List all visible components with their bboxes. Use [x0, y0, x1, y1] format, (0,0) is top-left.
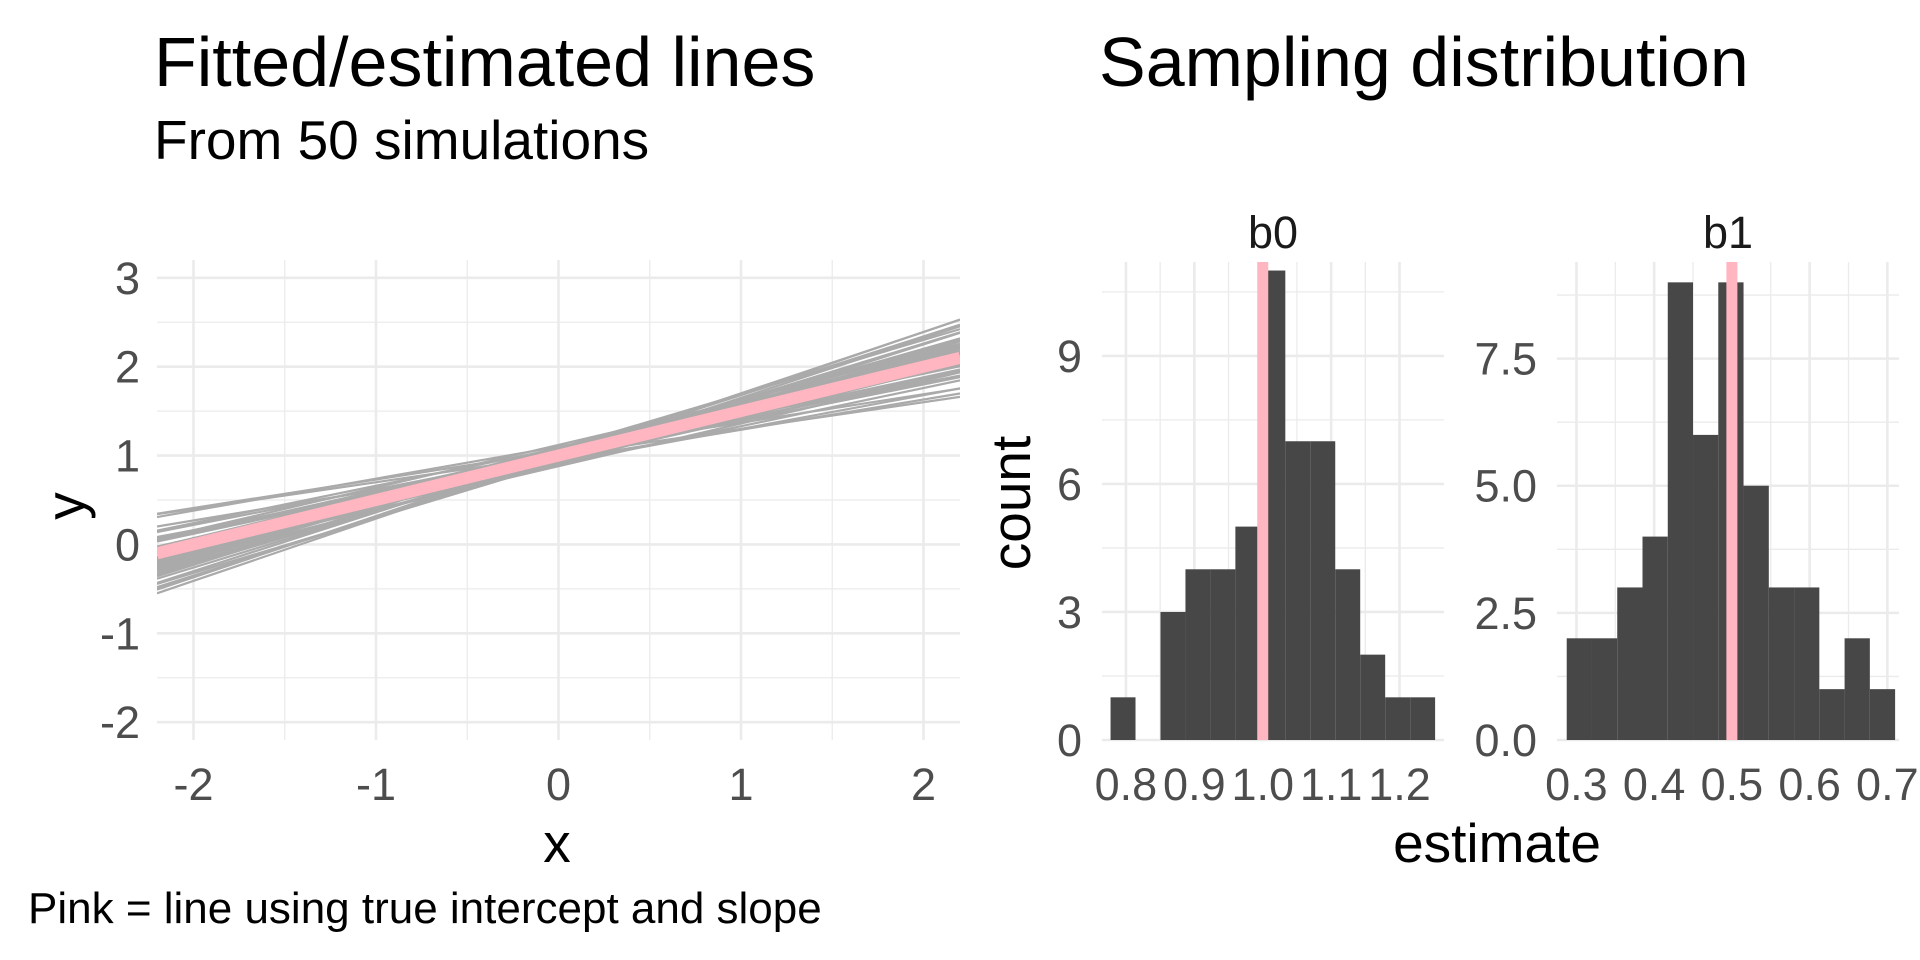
facet-label: b0 [1248, 207, 1298, 258]
y-tick-label: 5.0 [1474, 461, 1537, 512]
histogram-bar [1235, 526, 1261, 740]
simulated-lines [157, 318, 960, 595]
x-tick-label: 1.2 [1368, 759, 1431, 810]
y-tick-label: 1 [115, 431, 140, 482]
histogram-bar [1185, 569, 1211, 740]
y-tick-label: 7.5 [1474, 334, 1537, 385]
y-tick-label: 3 [115, 253, 140, 304]
histogram-bar [1335, 569, 1361, 740]
estimate-axis-title: estimate [1393, 812, 1601, 874]
y-tick-label: 2 [115, 342, 140, 393]
y-tick-label: 6 [1057, 459, 1082, 510]
histogram-bar [1310, 441, 1336, 740]
y-tick-label: 0 [1057, 715, 1082, 766]
histogram-bar [1617, 587, 1643, 740]
x-tick-label: 1.1 [1300, 759, 1363, 810]
x-tick-label: 0 [546, 759, 571, 810]
x-tick-label: 0.5 [1701, 759, 1764, 810]
x-tick-label: 0.9 [1163, 759, 1226, 810]
histogram-b1: 0.0 2.5 5.0 7.5 0.3 0.4 0.5 0.6 0.7 b1 [1474, 207, 1918, 810]
histogram-bar [1360, 654, 1386, 740]
y-axis-title: y [34, 492, 96, 520]
x-tick-label: 0.7 [1856, 759, 1919, 810]
fitted-lines-plot: -2 -1 0 1 2 -2 -1 0 1 2 3 [100, 253, 960, 810]
y-tick-label: 3 [1057, 587, 1082, 638]
y-tick-label: -2 [100, 697, 140, 748]
y-tick-label: 0 [115, 519, 140, 570]
histogram-bar [1591, 638, 1618, 740]
histogram-bar [1768, 587, 1795, 740]
x-axis-title: x [543, 812, 571, 874]
left-chart-subtitle: From 50 simulations [154, 109, 650, 171]
facet-label: b1 [1703, 207, 1753, 258]
x-tick-label: 0.8 [1095, 759, 1158, 810]
histogram-bar [1285, 441, 1311, 740]
x-tick-label: 0.4 [1623, 759, 1686, 810]
x-tick-label: -2 [173, 759, 213, 810]
histogram-bar [1667, 282, 1694, 740]
x-tick-label: 1 [728, 759, 753, 810]
x-tick-label: 2 [911, 759, 936, 810]
x-tick-label: 1.0 [1231, 759, 1294, 810]
count-axis-title: count [980, 436, 1042, 571]
histogram-bar [1642, 536, 1668, 740]
x-tick-label: 0.3 [1545, 759, 1608, 810]
histogram-bar [1566, 638, 1592, 740]
histogram-bar [1385, 697, 1411, 740]
right-chart-title: Sampling distribution [1099, 23, 1749, 101]
histogram-bar [1743, 485, 1769, 740]
histogram-b0: 0 3 6 9 0.8 0.9 1.0 1.1 1.2 b0 [1057, 207, 1444, 810]
histogram-bar [1410, 697, 1436, 740]
left-chart-title: Fitted/estimated lines [154, 23, 816, 101]
histogram-bar [1160, 611, 1186, 740]
left-chart-caption: Pink = line using true intercept and slo… [28, 884, 822, 933]
histogram-bar [1794, 587, 1820, 740]
y-tick-label: 0.0 [1474, 715, 1537, 766]
true-line [157, 351, 960, 560]
x-tick-label: 0.6 [1778, 759, 1841, 810]
y-tick-label: 2.5 [1474, 588, 1537, 639]
histogram-bar [1869, 689, 1896, 740]
histogram-bar [1819, 689, 1845, 740]
histogram-bar [1844, 638, 1870, 740]
histogram-bar [1110, 697, 1136, 740]
histogram-bar [1693, 434, 1719, 740]
y-tick-label: -1 [100, 608, 140, 659]
x-tick-label: -1 [356, 759, 396, 810]
y-tick-label: 9 [1057, 331, 1082, 382]
histogram-bar [1210, 569, 1236, 740]
